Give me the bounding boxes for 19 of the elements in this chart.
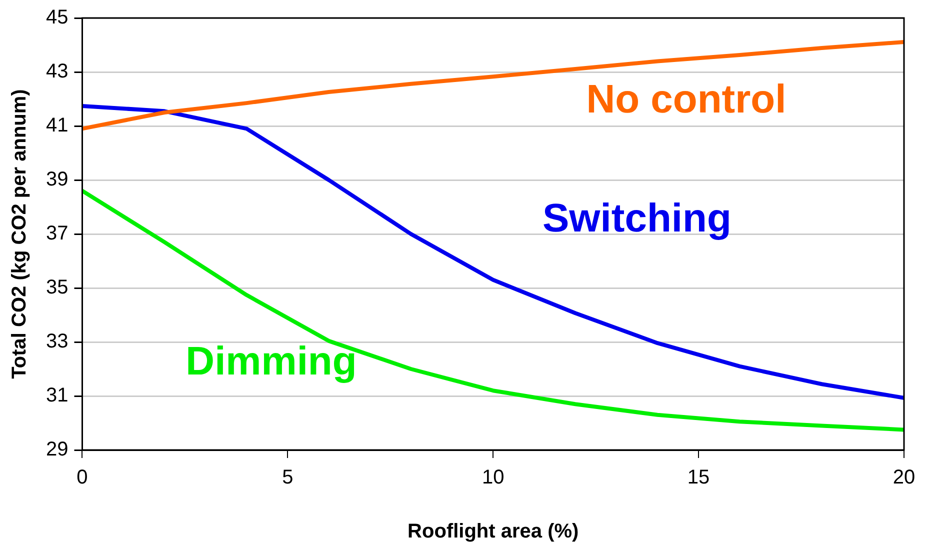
y-tick-label: 37 — [46, 222, 68, 245]
y-tick-label: 33 — [46, 330, 68, 353]
y-tick-label: 39 — [46, 168, 68, 191]
series-label: Dimming — [186, 340, 357, 384]
y-tick-label: 29 — [46, 438, 68, 461]
y-tick-label: 43 — [46, 60, 68, 83]
x-tick-label: 20 — [892, 466, 916, 489]
series-label: Switching — [542, 196, 732, 241]
x-tick-label: 15 — [687, 466, 710, 489]
y-axis-title: Total CO2 (kg CO2 per annum) — [8, 89, 31, 379]
y-tick-label: 35 — [46, 276, 68, 299]
x-tick-label: 10 — [482, 466, 504, 489]
y-tick-label: 31 — [46, 384, 68, 407]
y-tick-label: 41 — [46, 114, 68, 137]
series-label: No control — [586, 78, 786, 122]
x-tick-label: 5 — [282, 466, 294, 489]
x-axis-title: Rooflight area (%) — [408, 520, 579, 543]
x-tick-label: 0 — [76, 466, 88, 489]
y-tick-label: 45 — [46, 6, 68, 29]
